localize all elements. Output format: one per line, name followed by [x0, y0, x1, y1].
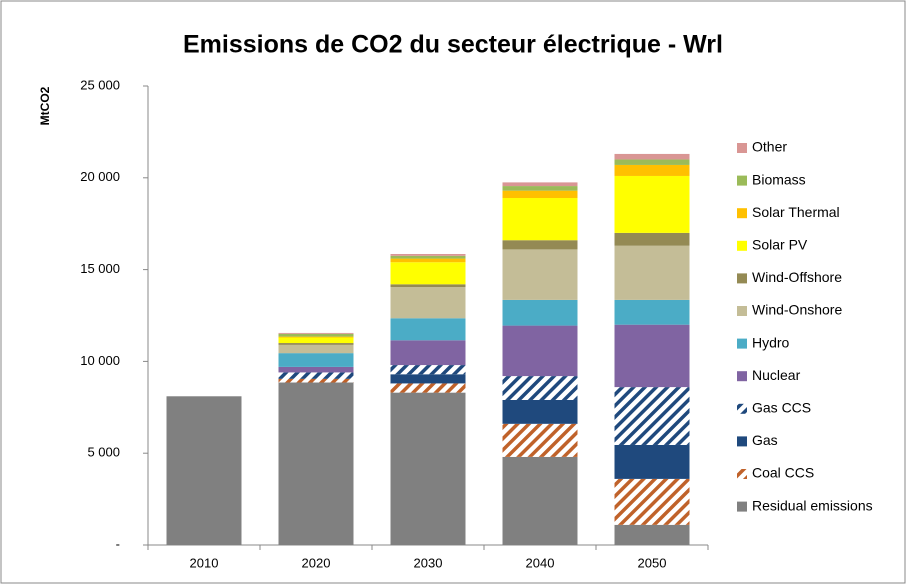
bar-segment	[502, 197, 578, 241]
legend-label: Coal CCS	[752, 465, 814, 481]
legend-label: Residual emissions	[752, 497, 873, 513]
x-tick-label: 2010	[190, 555, 219, 570]
y-axis-label: MtCO2	[38, 86, 52, 125]
bar-segment	[278, 337, 354, 344]
legend-label: Wind-Onshore	[752, 302, 842, 318]
bar-segment	[390, 392, 466, 545]
legend-label: Gas CCS	[752, 400, 811, 416]
x-tick-label: 2040	[526, 555, 555, 570]
bar-segment	[614, 478, 690, 525]
bar-segment	[614, 159, 690, 165]
bar-segment	[614, 324, 690, 388]
bar-segment	[614, 164, 690, 176]
bar-segment	[502, 240, 578, 250]
legend-label: Hydro	[752, 334, 790, 350]
bar-segment	[278, 353, 354, 367]
bar-segment	[614, 245, 690, 300]
bar-segment	[278, 382, 354, 545]
x-tick-label: 2050	[638, 555, 667, 570]
bar-segment	[614, 232, 690, 246]
bar-segment	[278, 336, 354, 338]
legend-label: Nuclear	[752, 367, 801, 383]
bar-segment	[390, 365, 466, 375]
bar-segment	[502, 456, 578, 545]
bar-segment	[278, 344, 354, 354]
bar-segment	[278, 332, 354, 334]
legend-label: Gas	[752, 432, 778, 448]
legend-swatch	[737, 143, 747, 153]
x-tick-label: 2030	[414, 555, 443, 570]
legend-swatch	[737, 436, 747, 447]
bar-segment	[502, 376, 578, 400]
bar-segment	[614, 387, 690, 445]
legend-swatch	[737, 175, 747, 186]
bar-segment	[278, 372, 354, 379]
legend-swatch	[737, 338, 747, 349]
bar-segment	[390, 318, 466, 341]
legend-swatch	[737, 240, 747, 251]
legend-swatch	[737, 371, 747, 382]
x-tick-label: 2020	[302, 555, 331, 570]
bar-segment	[390, 258, 466, 263]
legend-label: Solar PV	[752, 237, 808, 253]
bar-segment	[502, 186, 578, 191]
bar-segment	[278, 366, 354, 373]
bar-segment	[390, 284, 466, 288]
legend-label: Wind-Offshore	[752, 269, 842, 285]
bar-segment	[278, 378, 354, 383]
bar-segment	[390, 287, 466, 319]
y-tick-label: 20 000	[80, 169, 120, 184]
bar-segment	[502, 249, 578, 300]
bar-segment	[390, 383, 466, 393]
bar-segment	[614, 524, 690, 545]
bar-segment	[614, 175, 690, 233]
bar-segment	[390, 374, 466, 384]
legend-swatch	[737, 403, 747, 414]
bar-segment	[390, 340, 466, 366]
legend-swatch	[737, 273, 747, 284]
y-tick-label: -	[116, 536, 120, 551]
bar-segment	[502, 182, 578, 187]
y-tick-label: 5 000	[87, 445, 120, 460]
bar-segment	[278, 333, 354, 337]
bar-segment	[502, 190, 578, 198]
y-tick-label: 25 000	[80, 77, 120, 92]
y-tick-label: 10 000	[80, 353, 120, 368]
bar-segment	[278, 343, 354, 345]
legend-label: Other	[752, 139, 787, 155]
bar-segment	[614, 444, 690, 479]
bar-segment	[390, 255, 466, 259]
chart-title: Emissions de CO2 du secteur électrique -…	[183, 31, 723, 59]
bar-segment	[390, 253, 466, 256]
y-tick-label: 15 000	[80, 261, 120, 276]
legend-label: Solar Thermal	[752, 204, 840, 220]
bar-segment	[614, 299, 690, 325]
bar-segment	[502, 399, 578, 424]
bar-segment	[614, 153, 690, 160]
legend-swatch	[737, 469, 747, 479]
bar-segment	[502, 299, 578, 326]
bar-segment	[166, 396, 242, 545]
legend-swatch	[737, 208, 747, 219]
legend-swatch	[737, 306, 747, 316]
legend-label: Biomass	[752, 171, 806, 187]
legend-swatch	[737, 501, 747, 512]
bar-segment	[502, 423, 578, 457]
bar-segment	[502, 325, 578, 377]
bar-segment	[390, 262, 466, 285]
